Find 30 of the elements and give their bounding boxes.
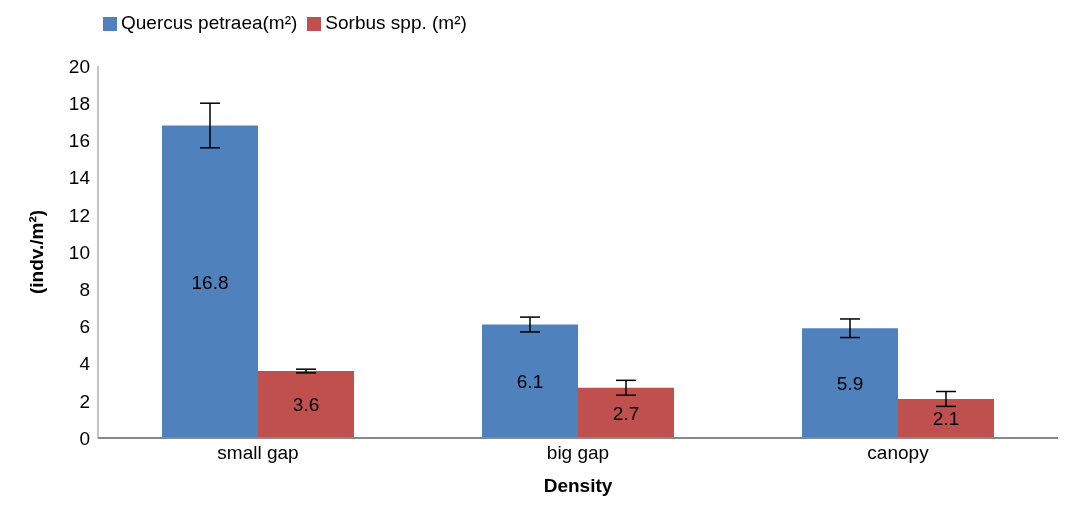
bar xyxy=(578,387,674,438)
y-tick-label: 4 xyxy=(79,353,91,375)
data-label: 5.9 xyxy=(836,372,864,394)
y-tick-label: 14 xyxy=(68,167,91,189)
x-tick-label: small gap xyxy=(217,442,299,464)
data-label: 2.1 xyxy=(932,408,960,430)
y-tick-label: 12 xyxy=(68,204,90,226)
y-tick-label: 10 xyxy=(68,241,90,263)
data-label: 3.6 xyxy=(292,394,320,416)
y-tick-label: 16 xyxy=(68,130,90,152)
data-label: 2.7 xyxy=(612,402,640,424)
legend-label: Quercus petraea(m²) xyxy=(121,12,298,33)
y-tick-label: 2 xyxy=(79,390,90,412)
x-tick-label: canopy xyxy=(867,442,930,464)
y-axis-title: (indv./m²) xyxy=(25,209,47,295)
y-tick-label: 20 xyxy=(68,55,90,77)
y-tick-label: 0 xyxy=(79,427,90,449)
bar xyxy=(482,324,578,438)
bar xyxy=(898,398,994,438)
data-label: 6.1 xyxy=(516,371,544,393)
x-tick-label: big gap xyxy=(546,442,610,464)
y-tick-label: 6 xyxy=(79,316,90,338)
data-label: 16.8 xyxy=(191,271,229,293)
bar xyxy=(162,125,258,438)
legend-label: Sorbus spp. (m²) xyxy=(325,12,467,33)
y-tick-label: 18 xyxy=(68,92,90,114)
x-axis-title: Density xyxy=(543,475,613,496)
bar xyxy=(802,328,898,438)
y-tick-label: 8 xyxy=(79,278,90,300)
bar xyxy=(258,371,354,438)
